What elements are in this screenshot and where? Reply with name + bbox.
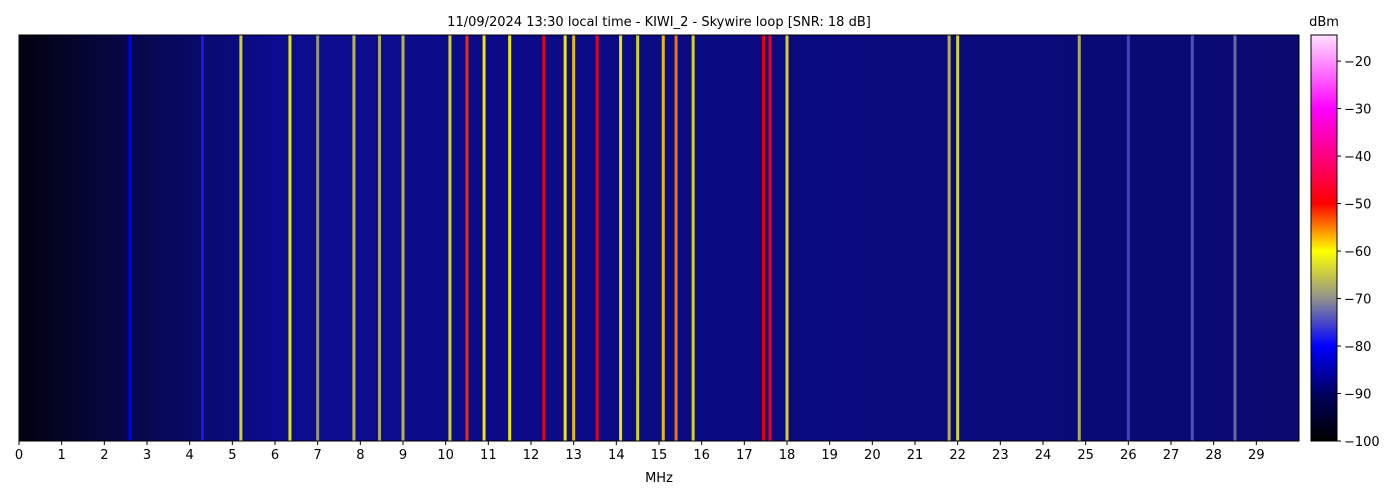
carrier-line [563, 35, 567, 441]
x-tick-label: 29 [1248, 448, 1265, 463]
carrier-line [465, 35, 469, 441]
x-tick-label: 12 [523, 448, 540, 463]
carrier-line [200, 35, 204, 441]
chart-title: 11/09/2024 13:30 local time - KIWI_2 - S… [447, 15, 871, 30]
carrier-line [762, 35, 766, 441]
x-tick-label: 9 [399, 448, 407, 463]
x-tick-label: 11 [480, 448, 497, 463]
carrier-line [448, 35, 452, 441]
carrier-line [482, 35, 486, 441]
x-tick-label: 14 [608, 448, 625, 463]
x-tick-label: 0 [15, 448, 23, 463]
x-axis-label: MHz [645, 471, 673, 486]
x-tick-label: 27 [1163, 448, 1180, 463]
x-tick-label: 10 [437, 448, 454, 463]
colorbar-tick-label: −90 [1344, 388, 1371, 403]
colorbar-tick-label: −70 [1344, 293, 1371, 308]
colorbar-label: dBm [1309, 15, 1339, 30]
carrier-line [572, 35, 576, 441]
x-tick-label: 5 [228, 448, 236, 463]
x-tick-label: 16 [693, 448, 710, 463]
carrier-line [239, 35, 243, 441]
x-tick-label: 15 [651, 448, 668, 463]
carrier-line [595, 35, 599, 441]
carrier-line [352, 35, 356, 441]
carrier-line [378, 35, 382, 441]
x-tick-label: 6 [271, 448, 279, 463]
x-tick-label: 4 [186, 448, 194, 463]
carrier-line [1077, 35, 1081, 441]
colorbar-tick-label: −20 [1344, 55, 1371, 70]
carrier-line [401, 35, 405, 441]
x-tick-label: 13 [565, 448, 582, 463]
carrier-line [947, 35, 951, 441]
colorbar-tick-label: −30 [1344, 103, 1371, 118]
carrier-line [785, 35, 789, 441]
x-tick-label: 26 [1120, 448, 1137, 463]
x-tick-label: 3 [143, 448, 151, 463]
carrier-line [636, 35, 640, 441]
x-tick-label: 2 [100, 448, 108, 463]
colorbar-tick-label: −100 [1344, 435, 1380, 450]
carrier-line [288, 35, 292, 441]
x-tick-label: 23 [992, 448, 1009, 463]
carrier-line [1233, 35, 1237, 441]
x-tick-label: 24 [1035, 448, 1052, 463]
colorbar-tick-label: −80 [1344, 340, 1371, 355]
x-tick-label: 17 [736, 448, 753, 463]
carrier-line [956, 35, 960, 441]
x-tick-label: 8 [356, 448, 364, 463]
colorbar-tick-label: −60 [1344, 245, 1371, 260]
waterfall-background [19, 35, 1299, 441]
carrier-line [508, 35, 512, 441]
x-tick-label: 28 [1205, 448, 1222, 463]
x-tick-label: 7 [314, 448, 322, 463]
carrier-line [1126, 35, 1130, 441]
carrier-line [661, 35, 665, 441]
carrier-line [128, 35, 132, 441]
carrier-line [674, 35, 678, 441]
colorbar-tick-label: −50 [1344, 198, 1371, 213]
carrier-line [316, 35, 320, 441]
carrier-line [619, 35, 623, 441]
x-tick-label: 21 [907, 448, 924, 463]
carrier-line [1190, 35, 1194, 441]
x-tick-label: 22 [949, 448, 966, 463]
carrier-line [768, 35, 772, 441]
colorbar-tick-label: −40 [1344, 150, 1371, 165]
x-tick-label: 1 [58, 448, 66, 463]
x-tick-label: 19 [821, 448, 838, 463]
x-tick-label: 20 [864, 448, 881, 463]
carrier-line [691, 35, 695, 441]
x-tick-label: 25 [1077, 448, 1094, 463]
carrier-line [542, 35, 546, 441]
x-tick-label: 18 [779, 448, 796, 463]
colorbar [1310, 34, 1338, 442]
